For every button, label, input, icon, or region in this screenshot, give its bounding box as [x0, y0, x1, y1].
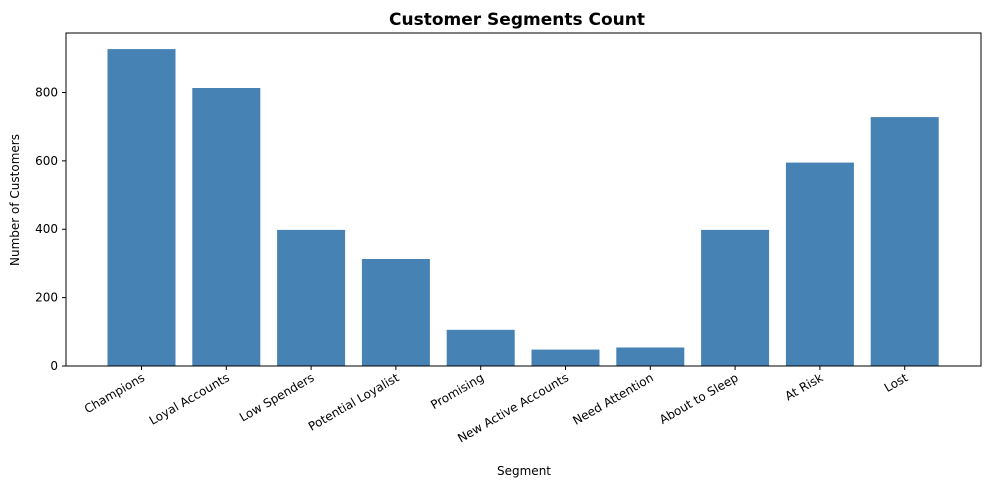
x-tick-label: At Risk — [783, 370, 826, 403]
x-tick-label: Low Spenders — [237, 370, 317, 424]
x-axis: Champions Loyal Accounts Low SpendersPoten… — [82, 366, 911, 445]
y-tick-label: 400 — [35, 222, 58, 236]
bar-new-active-accounts — [531, 349, 600, 366]
x-tick-label: Lost — [882, 370, 911, 395]
bar-low-spenders — [277, 229, 346, 366]
x-tick-label: Need Attention — [570, 370, 655, 427]
bar-about-to-sleep — [701, 229, 770, 366]
y-tick-label: 200 — [35, 291, 58, 305]
bar-potential-loyalist — [361, 259, 430, 366]
x-tick-label: Promising — [428, 370, 486, 412]
y-tick-label: 600 — [35, 154, 58, 168]
x-tick-label: About to Sleep — [657, 370, 741, 426]
plot-frame — [65, 32, 982, 367]
bar-loyal-accounts — [192, 88, 261, 366]
x-tick-label: Potential Loyalist — [306, 370, 402, 433]
x-tick-label: Champions — [82, 370, 147, 416]
y-axis-label: Number of Customers — [8, 134, 22, 266]
bar-need-attention — [616, 347, 685, 366]
y-tick-label: 800 — [35, 85, 58, 99]
bar-champions — [107, 49, 176, 366]
x-axis-label: Segment — [497, 464, 551, 478]
bar-lost — [870, 117, 939, 366]
chart-title: Customer Segments Count — [389, 10, 645, 30]
bar-promising — [446, 329, 515, 366]
y-tick-label: 0 — [50, 359, 58, 373]
bar-at-risk — [785, 162, 854, 366]
y-axis: 0 200 400 600 800 — [35, 85, 66, 373]
plot-area — [107, 49, 939, 366]
x-tick-label: Loyal Accounts — [147, 370, 232, 427]
